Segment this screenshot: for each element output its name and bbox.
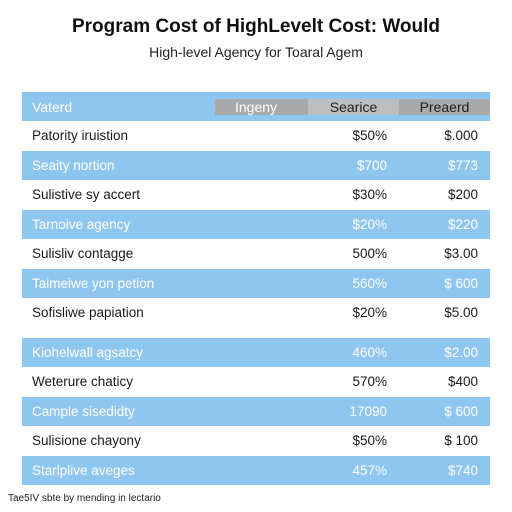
table-row: Sulistive sy accert $30% $200 [22, 180, 490, 210]
table-cell-prepared: $2.00 [444, 344, 478, 360]
table-header-row: Vaterd Ingeny Searice Preaerd [22, 92, 490, 121]
table-cell-name: Tarnoive agency [32, 216, 131, 232]
table-row: Starlplive aveges 457% $740 [22, 455, 490, 485]
table-cell-prepared: $773 [447, 157, 478, 173]
table-cell-prepared: $400 [447, 374, 478, 390]
table-cell-service: $50% [352, 128, 387, 144]
table-cell-name: Cample sisedidty [32, 403, 135, 419]
table-row: Seaity nortion $700 $773 [22, 150, 490, 180]
column-header: Searice [308, 98, 399, 115]
table-cell-prepared: $ 600 [444, 403, 478, 419]
table-gap [22, 328, 490, 338]
table-row: Patority iruistion $50% $.000 [22, 121, 490, 151]
table-cell-service: 17090 [349, 403, 387, 419]
table-row: Kiohelwall agsatcy 460% $2.00 [22, 337, 490, 367]
column-header: Vaterd [32, 98, 73, 115]
table-cell-service: $20% [352, 305, 387, 321]
table-row: Taimeiwe yon petion 560% $ 600 [22, 268, 490, 298]
table-cell-service: 457% [352, 462, 387, 478]
table-row: Cample sisedidty 17090 $ 600 [22, 396, 490, 426]
column-header: Ingeny [215, 98, 308, 115]
table-cell-name: Taimeiwe yon petion [32, 275, 155, 291]
table-cell-name: Sulisliv contagge [32, 246, 134, 262]
table-cell-service: $30% [352, 187, 387, 203]
table-cell-name: Weterure chaticy [32, 374, 134, 390]
table-cell-prepared: $ 600 [444, 275, 478, 291]
table-cell-prepared: $200 [447, 187, 478, 203]
table-cell-service: $20% [352, 216, 387, 232]
page-subtitle: High-level Agency for Toaral Agem [149, 44, 363, 60]
table-cell-prepared: $.000 [444, 128, 478, 144]
table-cell-name: Patority iruistion [32, 128, 129, 144]
table-cell-name: Sulisione chayony [32, 433, 141, 449]
table-cell-name: Sofisliwe papiation [32, 305, 144, 321]
table-cell-name: Seaity nortion [32, 157, 115, 173]
table-cell-prepared: $ 100 [444, 433, 478, 449]
table-cell-prepared: $3.00 [444, 246, 478, 262]
table-row: Weterure chaticy 570% $400 [22, 367, 490, 397]
table-footnote: Tae5IV sbte by mending in lectario [8, 493, 161, 504]
table-cell-name: Kiohelwall agsatcy [32, 344, 144, 360]
table-cell-prepared: $740 [447, 462, 478, 478]
table-cell-prepared: $220 [447, 216, 478, 232]
cost-table: Vaterd Ingeny Searice Preaerd Patority i… [22, 92, 490, 485]
table-cell-service: 500% [352, 246, 387, 262]
table-cell-service: 560% [352, 275, 387, 291]
table-row: Sulisione chayony $50% $ 100 [22, 426, 490, 456]
table-cell-name: Starlplive aveges [32, 462, 135, 478]
table-row: Sulisliv contagge 500% $3.00 [22, 239, 490, 269]
table-cell-service: $700 [356, 157, 387, 173]
table-row: Sofisliwe papiation $20% $5.00 [22, 298, 490, 328]
table-cell-name: Sulistive sy accert [32, 187, 141, 203]
table-cell-prepared: $5.00 [444, 305, 478, 321]
page-title: Program Cost of HighLevelt Cost: Would [71, 16, 441, 37]
table-cell-service: 460% [352, 344, 387, 360]
table-row: Tarnoive agency $20% $220 [22, 209, 490, 239]
column-header: Preaerd [399, 98, 490, 115]
table-cell-service: 570% [352, 374, 387, 390]
table-cell-service: $50% [352, 433, 387, 449]
